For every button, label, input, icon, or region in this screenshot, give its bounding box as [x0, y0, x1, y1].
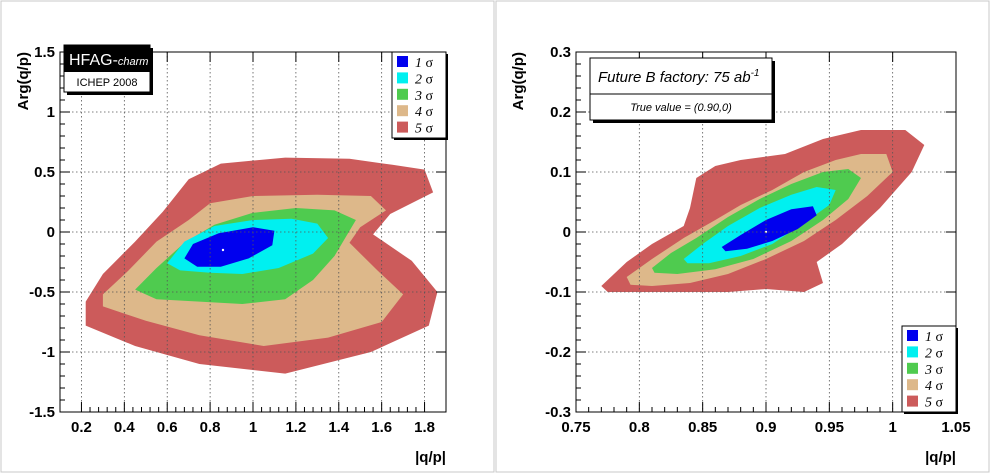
- y-tick-label: -0.3: [545, 404, 571, 421]
- x-tick-label: 0.85: [688, 419, 717, 436]
- x-tick-label: 1.6: [371, 419, 392, 436]
- legend-label-2-sigma: 2 σ: [415, 72, 434, 87]
- y-tick-label: 0.1: [550, 164, 571, 181]
- legend-swatch-4-sigma: [397, 105, 408, 117]
- x-axis-title: |q/p|: [925, 449, 956, 466]
- x-tick-label: 0.8: [629, 419, 650, 436]
- legend-label-5-sigma: 5 σ: [925, 396, 944, 411]
- x-tick-label: 0.6: [157, 419, 178, 436]
- hfag-subtitle: ICHEP 2008: [77, 77, 138, 89]
- x-tick-label: 1.4: [328, 419, 350, 436]
- x-tick-label: 0.8: [200, 419, 221, 436]
- x-axis-title: |q/p|: [415, 449, 446, 466]
- legend-swatch-2-sigma: [397, 72, 408, 84]
- legend-label-4-sigma: 4 σ: [925, 379, 944, 394]
- y-axis-title: Arg(q/p): [510, 52, 527, 110]
- legend-swatch-1-sigma: [397, 56, 408, 67]
- hfag-title: HFAG-charm: [69, 52, 148, 69]
- legend-label-4-sigma: 4 σ: [415, 105, 434, 120]
- y-tick-label: -0.2: [545, 344, 571, 361]
- legend-swatch-3-sigma: [907, 362, 918, 374]
- right-contour-chart: 0.75 0.8 0.85 0.9 0.95 1 1.05 -0.3 -0.2 -0.1 0 0.1 0…: [495, 0, 990, 473]
- y-tick-label: 0: [563, 224, 571, 241]
- y-tick-label: 0.2: [550, 104, 571, 121]
- legend-swatch-5-sigma: [397, 121, 408, 133]
- y-tick-label: 0: [47, 224, 55, 241]
- legend-label-3-sigma: 3 σ: [414, 89, 434, 104]
- x-tick-label: 1.05: [941, 419, 970, 436]
- x-tick-label: 0.4: [114, 419, 136, 436]
- true-value-label: True value = (0.90,0): [630, 102, 732, 114]
- y-tick-label: 0.3: [550, 44, 571, 61]
- x-tick-label: 1.8: [414, 419, 435, 436]
- x-tick-label: 1: [888, 419, 896, 436]
- y-tick-label: -1.5: [29, 404, 55, 421]
- legend-swatch-1-sigma: [907, 330, 918, 341]
- y-tick-label: -0.1: [545, 284, 571, 301]
- legend-swatch-2-sigma: [907, 346, 918, 358]
- y-tick-label: -0.5: [29, 284, 55, 301]
- y-tick-label: 0.5: [34, 164, 55, 181]
- left-contour-chart: 0.2 0.4 0.6 0.8 1 1.2 1.4 1.6 1.8 -1.5 -1 -0.5 0 0.5 1…: [0, 0, 495, 473]
- x-tick-label: 0.95: [815, 419, 844, 436]
- x-tick-label: 1: [249, 419, 257, 436]
- future-b-factory-badge: [589, 57, 773, 121]
- right-chart-panel: 0.75 0.8 0.85 0.9 0.95 1 1.05 -0.3 -0.2 -0.1 0 0.1 0…: [495, 0, 990, 473]
- legend-label-3-sigma: 3 σ: [924, 363, 944, 378]
- legend-label-2-sigma: 2 σ: [925, 346, 944, 361]
- y-axis-title: Arg(q/p): [15, 52, 32, 110]
- x-tick-label: 0.2: [71, 419, 92, 436]
- y-tick-label: 1: [47, 104, 55, 121]
- contour-1-sigma: [721, 206, 817, 252]
- left-chart-panel: 0.2 0.4 0.6 0.8 1 1.2 1.4 1.6 1.8 -1.5 -1 -0.5 0 0.5 1…: [0, 0, 495, 473]
- legend-swatch-3-sigma: [397, 88, 408, 100]
- central-value-marker: [221, 248, 225, 252]
- legend-label-1-sigma: 1 σ: [925, 330, 944, 345]
- legend-label-5-sigma: 5 σ: [415, 122, 434, 137]
- x-tick-label: 0.9: [756, 419, 777, 436]
- x-tick-label: 0.75: [561, 419, 590, 436]
- legend-swatch-5-sigma: [907, 395, 918, 407]
- y-tick-label: -1: [42, 344, 55, 361]
- legend-swatch-4-sigma: [907, 379, 918, 391]
- y-tick-label: 1.5: [34, 44, 55, 61]
- hfag-badge-header: [64, 45, 150, 72]
- legend-label-1-sigma: 1 σ: [415, 56, 434, 71]
- x-tick-label: 1.2: [285, 419, 306, 436]
- contour-1-sigma: [184, 227, 275, 267]
- future-b-factory-title: Future B factory: 75 ab-1: [598, 68, 759, 86]
